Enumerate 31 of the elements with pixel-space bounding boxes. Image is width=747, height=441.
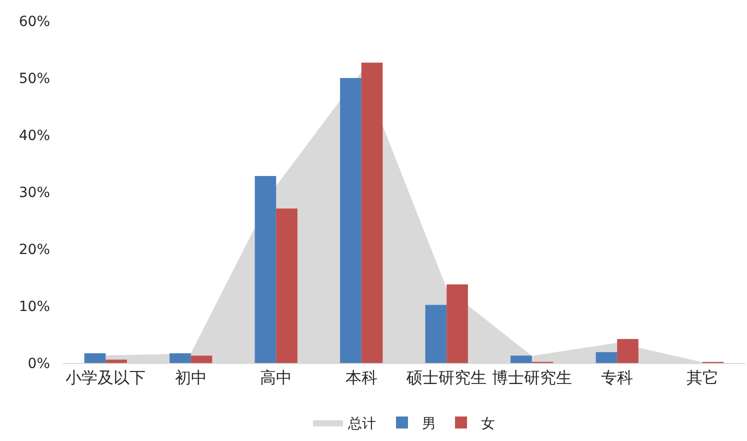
x-tick-label: 其它 bbox=[686, 368, 718, 388]
bar bbox=[425, 304, 447, 363]
x-tick-label: 本科 bbox=[345, 368, 378, 388]
bar bbox=[254, 176, 276, 363]
y-tick-label: 60% bbox=[18, 14, 50, 30]
x-tick-label: 专科 bbox=[601, 368, 634, 388]
bar bbox=[106, 360, 127, 363]
bar bbox=[361, 62, 383, 363]
legend-label: 总计 bbox=[347, 416, 376, 432]
bar bbox=[617, 339, 638, 363]
y-tick-label: 40% bbox=[18, 128, 50, 144]
bar bbox=[340, 78, 362, 363]
y-tick-label: 30% bbox=[18, 184, 50, 201]
bar bbox=[84, 353, 106, 363]
x-tick-label: 小学及以下 bbox=[66, 368, 146, 388]
x-tick-label: 初中 bbox=[174, 368, 207, 388]
y-tick-label: 0% bbox=[28, 356, 50, 372]
legend-label: 男 bbox=[422, 416, 436, 432]
legend-label: 女 bbox=[481, 416, 495, 432]
bar bbox=[510, 356, 532, 363]
bar bbox=[596, 352, 618, 363]
bar bbox=[170, 353, 191, 363]
x-tick-label: 硕士研究生 bbox=[406, 368, 487, 388]
bar bbox=[276, 208, 298, 363]
x-tick-label: 博士研究生 bbox=[492, 368, 572, 388]
bar bbox=[446, 284, 468, 363]
y-tick-label: 10% bbox=[18, 298, 50, 315]
x-tick-label: 高中 bbox=[260, 368, 292, 388]
bar bbox=[190, 356, 212, 363]
y-tick-label: 20% bbox=[18, 242, 50, 258]
y-tick-label: 50% bbox=[18, 70, 50, 87]
